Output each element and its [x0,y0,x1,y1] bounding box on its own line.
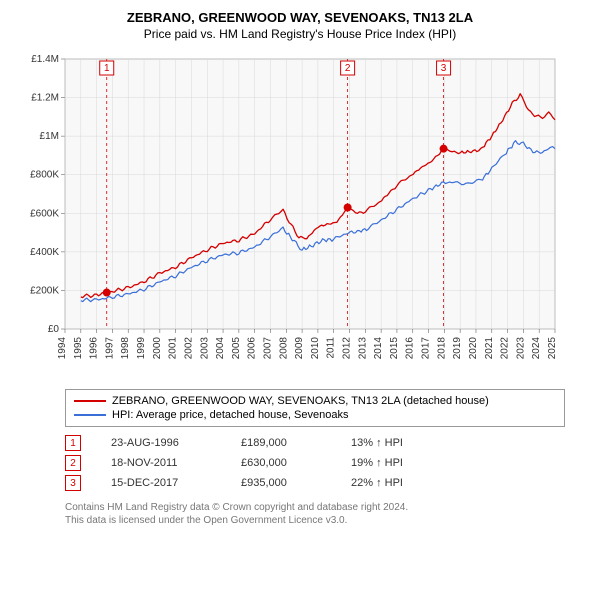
price-chart: £0 £200K £400K £600K £800K £1M £1.2M £1.4M 1994 1… [10,49,590,379]
svg-text:2018: 2018 [436,337,447,360]
svg-text:2014: 2014 [373,337,384,360]
svg-text:2009: 2009 [294,337,305,360]
svg-text:2016: 2016 [405,337,416,360]
svg-text:2002: 2002 [183,337,194,360]
transaction-price: £630,000 [241,457,321,469]
footer-line1: Contains HM Land Registry data © Crown c… [65,501,565,514]
footer-line2: This data is licensed under the Open Gov… [65,514,565,527]
transaction-row: 3 15-DEC-2017 £935,000 22% ↑ HPI [65,473,565,493]
svg-text:£800K: £800K [30,170,59,181]
svg-text:2007: 2007 [262,337,273,360]
svg-text:2003: 2003 [199,337,210,360]
legend-item: ZEBRANO, GREENWOOD WAY, SEVENOAKS, TN13 … [74,394,556,408]
transaction-badge: 1 [65,435,81,451]
title-subtitle: Price paid vs. HM Land Registry's House … [10,27,590,41]
legend-swatch [74,400,106,402]
svg-text:£400K: £400K [30,247,59,258]
svg-text:£600K: £600K [30,208,59,219]
svg-text:£1.4M: £1.4M [31,54,59,65]
svg-text:1995: 1995 [73,337,84,360]
legend-item: HPI: Average price, detached house, Seve… [74,408,556,422]
svg-text:£0: £0 [48,324,60,335]
transaction-date: 23-AUG-1996 [111,437,211,449]
transaction-price: £189,000 [241,437,321,449]
svg-text:2008: 2008 [278,337,289,360]
svg-text:2022: 2022 [500,337,511,360]
svg-text:2017: 2017 [421,337,432,360]
svg-text:2024: 2024 [531,337,542,360]
svg-text:3: 3 [441,63,447,74]
legend-label: HPI: Average price, detached house, Seve… [112,409,348,421]
svg-text:2011: 2011 [326,337,337,359]
svg-text:1998: 1998 [120,337,131,360]
legend-box: ZEBRANO, GREENWOOD WAY, SEVENOAKS, TN13 … [65,389,565,427]
transaction-row: 2 18-NOV-2011 £630,000 19% ↑ HPI [65,453,565,473]
transaction-hpi: 22% ↑ HPI [351,477,431,489]
title-address: ZEBRANO, GREENWOOD WAY, SEVENOAKS, TN13 … [10,10,590,25]
transaction-badge: 2 [65,455,81,471]
svg-text:2021: 2021 [484,337,495,360]
svg-text:2001: 2001 [168,337,179,360]
svg-text:2023: 2023 [515,337,526,360]
svg-text:2010: 2010 [310,337,321,360]
chart-svg: £0 £200K £400K £600K £800K £1M £1.2M £1.4M 1994 1… [10,49,570,369]
svg-text:1999: 1999 [136,337,147,360]
svg-text:1: 1 [104,63,110,74]
legend-swatch [74,414,106,416]
svg-text:2004: 2004 [215,337,226,360]
transaction-date: 18-NOV-2011 [111,457,211,469]
svg-text:£1.2M: £1.2M [31,93,59,104]
svg-text:1997: 1997 [104,337,115,360]
transaction-price: £935,000 [241,477,321,489]
svg-text:2020: 2020 [468,337,479,360]
svg-text:2005: 2005 [231,337,242,360]
transaction-date: 15-DEC-2017 [111,477,211,489]
svg-text:1994: 1994 [57,337,68,360]
svg-text:2015: 2015 [389,337,400,360]
legend-label: ZEBRANO, GREENWOOD WAY, SEVENOAKS, TN13 … [112,395,489,407]
svg-text:2: 2 [345,63,351,74]
svg-text:2012: 2012 [342,337,353,360]
transactions-table: 1 23-AUG-1996 £189,000 13% ↑ HPI 2 18-NOV-201… [65,433,565,493]
svg-text:2013: 2013 [357,337,368,360]
footer-attribution: Contains HM Land Registry data © Crown c… [65,501,565,527]
transaction-badge: 3 [65,475,81,491]
svg-text:2025: 2025 [547,337,558,360]
svg-text:2019: 2019 [452,337,463,360]
svg-text:£200K: £200K [30,285,59,296]
transaction-hpi: 13% ↑ HPI [351,437,431,449]
transaction-row: 1 23-AUG-1996 £189,000 13% ↑ HPI [65,433,565,453]
transaction-hpi: 19% ↑ HPI [351,457,431,469]
svg-text:2006: 2006 [247,337,258,360]
svg-text:£1M: £1M [40,131,59,142]
svg-text:2000: 2000 [152,337,163,360]
svg-text:1996: 1996 [89,337,100,360]
